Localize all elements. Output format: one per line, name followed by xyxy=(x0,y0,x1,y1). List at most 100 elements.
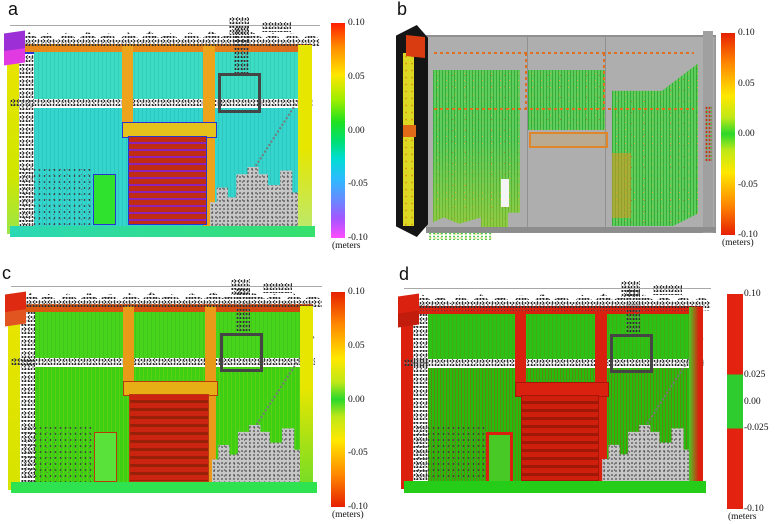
wall-mullion xyxy=(526,35,528,231)
main-door xyxy=(129,394,209,482)
right-edge-strip xyxy=(689,307,703,490)
colorbar-tick: 0.00 xyxy=(744,396,761,407)
small-door xyxy=(92,173,116,226)
lower-left-clutter xyxy=(21,166,93,227)
middle-pilaster xyxy=(121,45,133,123)
colorbar-unit: (meters xyxy=(728,512,757,522)
floor-strip xyxy=(10,225,315,238)
rooftop-structure xyxy=(261,22,291,33)
main-door xyxy=(127,135,208,226)
colorbar-gradient xyxy=(331,23,345,238)
hanging-structure xyxy=(235,287,251,335)
left-edge-strip xyxy=(6,45,20,234)
colorbar-tick: 0.05 xyxy=(738,78,755,89)
middle-pilaster xyxy=(514,307,526,382)
colorbar-tick: -0.05 xyxy=(348,448,368,459)
panel-a-colorbar: 0.10 0.05 0.00 -0.05 -0.10 (meters xyxy=(331,18,368,251)
rooftop-structure xyxy=(263,283,293,294)
panel-b-label: b xyxy=(397,0,408,19)
colorbar-unit: (meters) xyxy=(722,238,754,248)
hanging-frame xyxy=(610,333,653,374)
rooftop-structure xyxy=(653,285,682,295)
top-left-deviation-patch xyxy=(4,30,25,67)
colorbar-tick: 0.10 xyxy=(348,18,365,28)
colorbar-unit: (meters xyxy=(332,241,361,251)
panel-d-pointcloud xyxy=(398,280,717,507)
small-door xyxy=(486,431,513,486)
mid-beam-pointcloud xyxy=(10,99,314,109)
panel-d-label: d xyxy=(399,264,410,284)
hanging-structure xyxy=(234,26,249,75)
roof-edge-line xyxy=(404,288,711,290)
side-wall-orange-patch xyxy=(403,124,416,138)
panel-a-label: a xyxy=(8,0,19,19)
left-edge-strip xyxy=(400,307,414,490)
main-door xyxy=(520,394,600,482)
lower-left-clutter xyxy=(22,424,94,484)
colorbar-tick: -0.10 xyxy=(348,502,368,512)
white-door-marker xyxy=(500,178,510,208)
colorbar-tick: 0.10 xyxy=(738,28,755,38)
wall-base-line xyxy=(426,227,716,232)
colorbar-tick: 0.00 xyxy=(738,129,755,139)
colorbar-tick: -0.05 xyxy=(738,179,758,190)
edge-deviation-points xyxy=(704,105,713,161)
panel-c-label: c xyxy=(2,263,11,283)
colorbar-tick: 0.10 xyxy=(348,287,365,297)
hanging-frame xyxy=(219,332,263,373)
left-edge-strip xyxy=(7,305,21,490)
colorbar-tick: 0.05 xyxy=(348,340,365,351)
panel-b-colorbar: 0.10 0.05 0.00 -0.05 -0.10 (meters) xyxy=(721,28,758,248)
colorbar-tick: -0.10 xyxy=(348,233,368,243)
mid-beam-pointcloud xyxy=(11,358,316,368)
upper-wall xyxy=(33,51,298,100)
mid-seam-points xyxy=(434,108,694,111)
hanging-frame xyxy=(218,72,262,114)
colorbar-tick: 0.10 xyxy=(744,289,761,299)
panel-b-pointcloud xyxy=(396,25,716,241)
panel-c: c 0.10 xyxy=(0,262,388,524)
colorbar-gradient xyxy=(721,33,735,235)
colorbar-tick: -0.10 xyxy=(738,230,758,240)
colorbar-tick: -0.05 xyxy=(348,179,368,190)
panel-b: b 0.10 0.05 0.00 xyxy=(388,0,776,262)
floor-strip xyxy=(11,482,317,494)
mid-beam-pointcloud xyxy=(404,359,705,369)
vertical-seam-points xyxy=(603,52,606,110)
panel-a-pointcloud xyxy=(4,17,326,252)
vertical-seam-points xyxy=(524,52,527,110)
top-left-deviation-patch xyxy=(5,291,26,327)
colorbar-tick: -0.10 xyxy=(744,504,764,514)
center-bay-pointcloud xyxy=(528,69,605,130)
roof-edge-line xyxy=(11,286,322,288)
top-left-deviation-patch xyxy=(398,293,419,328)
colorbar-tick: 0.00 xyxy=(348,125,365,136)
left-bay-pointcloud xyxy=(433,69,521,229)
panel-a: a 0.10 xyxy=(0,0,388,262)
door-header-frame xyxy=(529,131,608,149)
panel-d: d 0.10 xyxy=(388,262,776,524)
colorbar-tick: 0.025 xyxy=(744,369,766,380)
middle-pilaster xyxy=(123,305,135,381)
side-wall-red-patch xyxy=(405,34,425,58)
small-door xyxy=(94,431,118,482)
right-edge-strip xyxy=(299,305,314,490)
side-wall-strip xyxy=(403,52,414,227)
roof-edge-line xyxy=(10,25,320,27)
floor-points-spill xyxy=(428,231,492,241)
top-seam-points xyxy=(434,52,694,55)
panel-d-colorbar: 0.10 0.025 0.00 -0.025 -0.10 (meters xyxy=(727,289,769,522)
colorbar-gradient xyxy=(331,292,345,507)
colorbar-unit: (meters) xyxy=(332,510,364,520)
lower-left-clutter xyxy=(415,424,486,483)
colorbar-tick: 0.00 xyxy=(348,394,365,405)
panel-c-pointcloud xyxy=(5,278,328,508)
hanging-structure xyxy=(626,289,641,337)
colorbar-tick: -0.025 xyxy=(744,423,769,434)
colorbar-tick: 0.05 xyxy=(348,71,365,82)
right-edge-strip xyxy=(297,45,312,234)
colorbar-gradient xyxy=(727,294,743,509)
floor-strip xyxy=(404,481,706,493)
panel-c-colorbar: 0.10 0.05 0.00 -0.05 -0.10 (meters) xyxy=(331,287,368,520)
